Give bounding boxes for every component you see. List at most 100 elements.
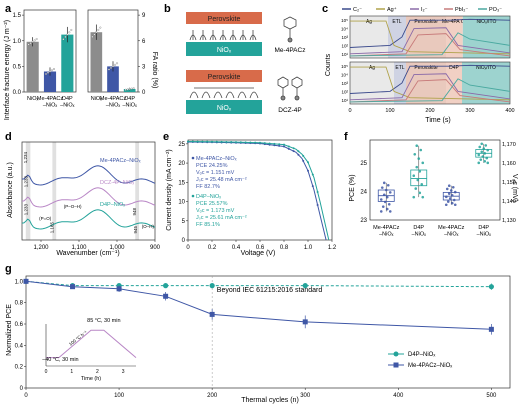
y-tick-label: 10¹ xyxy=(341,98,348,103)
data-point xyxy=(273,142,276,145)
data-point xyxy=(414,187,418,190)
y-tick-label: 0 xyxy=(142,90,146,96)
panel-label: g xyxy=(5,263,12,275)
y-axis-label: Normalized PCE xyxy=(6,304,13,356)
data-point xyxy=(196,140,199,143)
series-line xyxy=(349,33,511,57)
y-axis-label: PCE (%) xyxy=(349,174,356,201)
data-point xyxy=(114,63,116,66)
series-line xyxy=(349,79,511,103)
data-point xyxy=(70,284,76,290)
stat-text: FF 85.1% xyxy=(196,222,220,228)
series-line xyxy=(349,27,511,55)
stat-text: Vₒc = 1.173 mV xyxy=(196,208,235,214)
peak-label: 1,234 xyxy=(23,152,28,164)
data-point xyxy=(483,159,487,163)
data-point xyxy=(112,65,114,68)
data-point xyxy=(311,185,314,188)
data-point xyxy=(108,68,110,71)
y-tick-label: 0 xyxy=(182,238,186,244)
data-point xyxy=(388,191,392,194)
panel-label: b xyxy=(164,3,171,15)
data-point xyxy=(311,173,314,176)
thermal-cycle-plot: 0 0.2 0.4 0.6 0.8 1.0 0 100 200 300 400 500 Beyond I… xyxy=(15,275,511,399)
legend-label: C₂⁻ xyxy=(353,7,362,13)
data-point xyxy=(388,210,392,213)
data-point xyxy=(453,203,457,207)
y-tick-label: 10 xyxy=(178,200,185,206)
data-point xyxy=(93,33,96,36)
peak-label: (P=O) xyxy=(39,216,52,221)
y-tick-label: 25 xyxy=(360,161,367,167)
data-point xyxy=(380,186,384,189)
spectrum-line xyxy=(21,209,156,230)
panel-f: f PCE (%) Vₒc (mV) 23 24 25 1,130 1,140 1,150… xyxy=(344,131,518,238)
region-label: ETL xyxy=(392,19,401,25)
panel-label: d xyxy=(5,131,12,143)
nio-layer xyxy=(186,100,262,114)
data-point xyxy=(479,158,483,161)
x-axis-label: Voltage (V) xyxy=(241,250,276,257)
peak-label: (O–H) xyxy=(142,224,155,229)
molecule-label: Me-4PACz xyxy=(275,47,306,54)
x-tick-label: 400 xyxy=(505,108,514,114)
data-point xyxy=(163,293,169,299)
highlight-band xyxy=(52,142,57,240)
data-point xyxy=(201,140,204,143)
legend-label: Me-4PACz–NiOₓ xyxy=(196,156,237,162)
stat-text: Vₒc = 1.151 mV xyxy=(196,170,235,176)
data-point xyxy=(444,195,448,199)
x-axis-label: Wavenumber (cm⁻¹) xyxy=(56,250,119,257)
region-label: NiOₓ/ITO xyxy=(476,19,496,25)
data-point xyxy=(416,178,420,182)
data-point xyxy=(35,38,38,40)
data-point xyxy=(259,141,261,144)
stat-text: FF 82.7% xyxy=(196,184,220,190)
legend-label: I₂⁻ xyxy=(421,7,428,13)
legend-label: D4P–NiOₓ xyxy=(196,194,221,200)
x-tick-label: 0.8 xyxy=(280,245,289,251)
inset-annotation: 100 °C h⁻¹ xyxy=(68,329,88,346)
data-point xyxy=(283,143,285,146)
data-point xyxy=(417,157,421,160)
x-axis-label: Time (s) xyxy=(425,117,450,124)
data-point xyxy=(383,200,387,204)
y-axis-label-right: FA ratio (%) xyxy=(151,52,158,89)
nio-layer xyxy=(186,42,262,56)
data-point xyxy=(110,66,112,69)
y-axis-label: Absorbance (a.u.) xyxy=(7,162,14,218)
layer-label: Perovskite xyxy=(208,74,241,81)
y-tick-label: 1,150 xyxy=(502,180,516,186)
bar xyxy=(123,89,136,92)
data-point xyxy=(297,150,300,153)
legend-marker xyxy=(393,362,399,368)
data-point xyxy=(415,144,419,148)
x-tick-label: 0 xyxy=(348,108,351,114)
data-point xyxy=(163,283,169,289)
molecule-icon xyxy=(283,16,297,43)
bar xyxy=(107,66,119,92)
x-tick-label: 1,200 xyxy=(33,245,49,251)
series-line xyxy=(25,280,492,288)
data-point xyxy=(132,87,135,90)
data-point xyxy=(302,159,305,162)
data-point xyxy=(387,202,391,206)
y-tick-label: 10⁵ xyxy=(341,18,348,23)
data-point xyxy=(225,140,228,143)
plot-frame xyxy=(349,15,511,59)
molecule-monolayer xyxy=(189,87,259,99)
y-tick-label: 20 xyxy=(178,161,185,167)
x-tick-label: 0.4 xyxy=(232,245,241,251)
data-point xyxy=(278,143,281,146)
legend-label: PbI₂⁻ xyxy=(455,7,468,13)
x-tick-label: 300 xyxy=(465,108,474,114)
data-point xyxy=(421,195,425,199)
category-label: D4P –NiOₓ xyxy=(412,225,427,238)
data-point xyxy=(477,161,481,165)
region-label: ETL xyxy=(395,65,404,71)
data-point xyxy=(446,200,450,203)
data-point xyxy=(244,141,247,144)
region-label: Me-4PA Cz xyxy=(442,19,467,25)
y-tick-label: 0.2 xyxy=(15,365,24,371)
peak-label: (P–O–H) xyxy=(64,204,82,209)
